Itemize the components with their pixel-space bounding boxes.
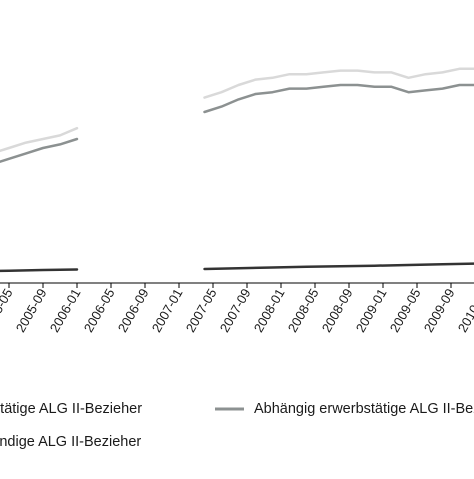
- x-tick-label: 2010-01: [455, 286, 474, 335]
- x-tick-label: 2009-05: [387, 286, 424, 335]
- x-tick-label: 2007-09: [217, 286, 254, 335]
- x-tick-label: 2005-09: [13, 286, 50, 335]
- series-line-1-segment-2: [205, 67, 474, 98]
- series-layer: [0, 67, 474, 271]
- x-tick-label: 2008-09: [319, 286, 356, 335]
- x-tick-label: 2009-09: [421, 286, 458, 335]
- series-line-2-segment-1: [0, 139, 77, 170]
- legend-label-1: Erwerbstätige ALG II-Bezieher: [0, 401, 142, 417]
- x-tick-label: 2006-05: [81, 286, 118, 335]
- x-axis-tick-labels: 2005-052005-092006-012006-052006-092007-…: [0, 286, 474, 335]
- x-tick-label: 2006-01: [47, 286, 84, 335]
- x-tick-label: 2006-09: [115, 286, 152, 335]
- legend-label-2: Abhängig erwerbstätige ALG II-Bezieher: [254, 401, 474, 417]
- x-tick-label: 2009-01: [353, 286, 390, 335]
- legend-label-3: Selbständige ALG II-Bezieher: [0, 434, 141, 450]
- x-tick-label: 2007-01: [149, 286, 186, 335]
- series-line-2-segment-2: [205, 83, 474, 112]
- legend: Erwerbstätige ALG II-Bezieher Abhängig er…: [0, 401, 474, 450]
- x-tick-label: 2007-05: [183, 286, 220, 335]
- x-tick-label: 2008-05: [285, 286, 322, 335]
- series-line-3-segment-1: [0, 270, 77, 272]
- x-tick-label: 2008-01: [251, 286, 288, 335]
- series-line-3-segment-2: [205, 262, 474, 269]
